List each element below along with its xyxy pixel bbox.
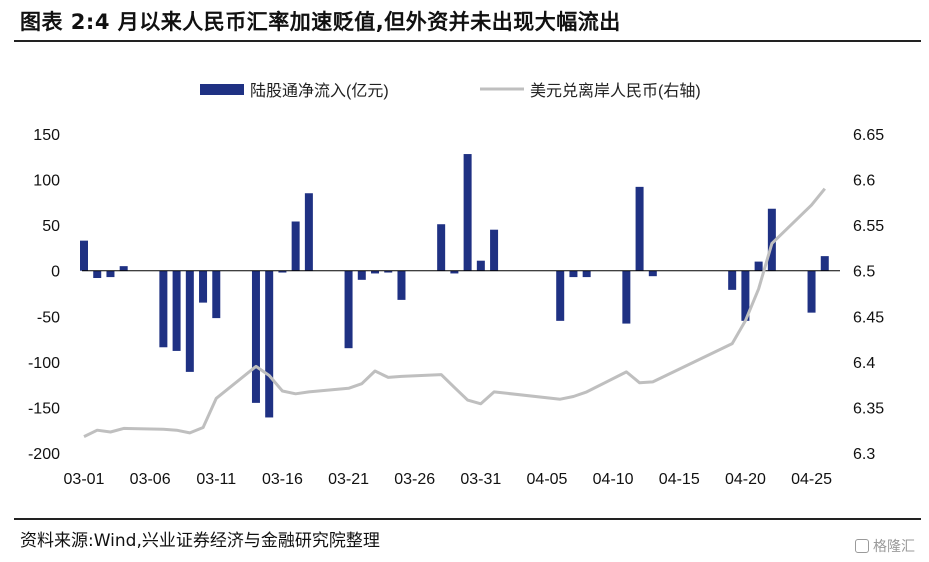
right-tick-label: 6.6 <box>853 173 875 190</box>
right-axis: 6.65 6.6 6.55 6.5 6.45 6.4 6.35 6.3 <box>853 127 884 463</box>
left-tick-label: -50 <box>37 309 60 326</box>
bar <box>199 270 208 303</box>
bar <box>728 270 737 290</box>
watermark-text: 格隆汇 <box>873 539 915 555</box>
x-tick-label: 03-31 <box>460 471 501 488</box>
bar <box>569 270 578 278</box>
line-series <box>83 187 826 438</box>
x-tick-label: 03-21 <box>328 471 369 488</box>
right-tick-label: 6.45 <box>853 309 884 326</box>
bar <box>212 270 221 319</box>
bar <box>741 270 750 321</box>
watermark: 格隆汇 <box>855 536 915 556</box>
x-tick-label: 03-26 <box>394 471 435 488</box>
bar <box>397 270 406 300</box>
bar <box>159 270 168 348</box>
title-rule <box>14 40 921 42</box>
bar <box>291 221 300 271</box>
bar <box>767 208 776 271</box>
bar <box>582 270 591 278</box>
left-tick-label: -150 <box>28 400 60 417</box>
legend-label-line: 美元兑离岸人民币(右轴) <box>530 82 701 100</box>
rmb-line <box>83 187 826 438</box>
bar <box>93 270 102 279</box>
x-tick-label: 03-16 <box>262 471 303 488</box>
watermark-logo-icon <box>855 539 869 553</box>
chart-legend: 陆股通净流入(亿元) 美元兑离岸人民币(右轴) <box>200 82 701 100</box>
bar <box>106 270 115 278</box>
right-tick-label: 6.4 <box>853 355 875 372</box>
bar <box>463 154 472 271</box>
legend-swatch-bar <box>200 84 244 95</box>
chart-canvas: 陆股通净流入(亿元) 美元兑离岸人民币(右轴) 150 100 50 0 -50 -100… <box>28 82 884 488</box>
x-tick-label: 03-06 <box>130 471 171 488</box>
left-tick-label: 150 <box>33 127 60 144</box>
x-tick-label: 04-15 <box>659 471 700 488</box>
right-tick-label: 6.55 <box>853 218 884 235</box>
bar <box>371 270 380 274</box>
bar <box>344 270 353 349</box>
bar <box>304 193 313 271</box>
bar <box>185 270 194 372</box>
x-tick-label: 03-11 <box>196 471 236 488</box>
right-tick-label: 6.5 <box>853 264 875 281</box>
x-tick-label: 04-20 <box>725 471 766 488</box>
x-axis: 03-01 03-06 03-11 03-16 03-21 03-26 03-31 04-05… <box>64 471 833 488</box>
left-tick-label: 50 <box>42 218 60 235</box>
bar <box>556 270 565 321</box>
bar-series <box>80 154 829 418</box>
left-axis: 150 100 50 0 -50 -100 -150 -200 <box>28 127 60 463</box>
left-tick-label: -200 <box>28 446 60 463</box>
bar <box>635 186 644 271</box>
bar <box>450 270 459 274</box>
right-tick-label: 6.65 <box>853 127 884 144</box>
bar <box>80 240 88 271</box>
bar <box>437 224 446 271</box>
right-tick-label: 6.3 <box>853 446 875 463</box>
bar <box>807 270 816 313</box>
source-rule <box>14 518 921 520</box>
bar <box>648 270 657 277</box>
x-tick-label: 04-05 <box>527 471 568 488</box>
bar <box>265 270 274 418</box>
bar <box>622 270 631 324</box>
chart-title: 图表 2:4 月以来人民币汇率加速贬值,但外资并未出现大幅流出 <box>20 10 621 34</box>
bar <box>476 260 485 271</box>
legend-label-bar: 陆股通净流入(亿元) <box>250 82 389 100</box>
left-tick-label: 100 <box>33 173 60 190</box>
bar <box>490 229 499 271</box>
bar <box>119 266 128 271</box>
left-tick-label: -100 <box>28 355 60 372</box>
x-tick-label: 04-10 <box>593 471 634 488</box>
bar <box>820 256 829 271</box>
bar <box>754 261 763 271</box>
right-tick-label: 6.35 <box>853 400 884 417</box>
bar <box>278 270 287 273</box>
x-tick-label: 03-01 <box>64 471 105 488</box>
source-note: 资料来源:Wind,兴业证券经济与金融研究院整理 <box>20 531 380 551</box>
left-tick-label: 0 <box>51 264 60 281</box>
x-tick-label: 04-25 <box>791 471 832 488</box>
bar <box>357 270 366 280</box>
bar <box>251 270 260 403</box>
bar <box>172 270 181 351</box>
bar <box>384 270 393 273</box>
